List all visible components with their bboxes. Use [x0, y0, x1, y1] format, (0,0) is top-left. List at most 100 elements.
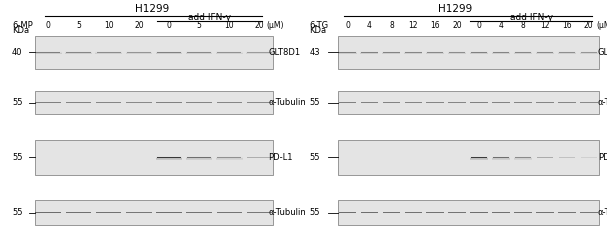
Text: H1299: H1299	[135, 4, 169, 14]
Bar	[248, 158, 271, 159]
Bar	[361, 53, 379, 54]
Bar	[97, 51, 121, 52]
Bar	[217, 158, 242, 159]
Text: (μM): (μM)	[597, 21, 607, 30]
Bar	[217, 156, 242, 157]
Text: add IFN-γ: add IFN-γ	[188, 13, 231, 22]
Text: 55: 55	[310, 98, 320, 107]
Bar	[382, 52, 401, 53]
Bar	[492, 155, 510, 156]
Bar	[471, 51, 487, 52]
Bar	[514, 155, 532, 156]
Bar	[157, 51, 181, 52]
Bar	[470, 157, 488, 158]
Bar	[246, 51, 273, 52]
Bar	[339, 52, 356, 53]
Bar	[65, 52, 92, 53]
Bar	[404, 52, 422, 53]
Bar	[156, 50, 182, 51]
Bar	[35, 36, 273, 69]
Text: 16: 16	[430, 21, 440, 30]
Bar	[382, 50, 401, 51]
Bar	[470, 51, 488, 52]
Bar	[216, 156, 243, 157]
Bar	[492, 53, 510, 54]
Bar	[471, 51, 487, 52]
Bar	[537, 51, 553, 52]
Bar	[246, 50, 273, 51]
Bar	[470, 155, 488, 156]
Bar	[492, 157, 510, 158]
Bar	[492, 159, 510, 160]
Bar	[216, 52, 243, 53]
Text: 55: 55	[12, 153, 22, 162]
Bar	[337, 91, 599, 114]
Bar	[187, 51, 211, 52]
Bar	[66, 51, 90, 52]
Bar	[471, 156, 487, 157]
Text: PD-L1: PD-L1	[598, 153, 607, 162]
Bar	[558, 53, 576, 54]
Bar	[470, 52, 488, 53]
Bar	[426, 53, 444, 54]
Bar	[558, 52, 576, 53]
Bar	[514, 156, 532, 157]
Bar	[405, 51, 421, 52]
Bar	[449, 51, 466, 52]
Text: PD-L1: PD-L1	[268, 153, 293, 162]
Text: 8: 8	[389, 21, 394, 30]
Text: 12: 12	[540, 21, 550, 30]
Bar	[448, 51, 466, 52]
Bar	[536, 50, 554, 51]
Text: 0: 0	[345, 21, 350, 30]
Text: 55: 55	[12, 208, 22, 217]
Bar	[515, 158, 531, 159]
Bar	[35, 53, 61, 54]
Bar	[248, 156, 271, 157]
Bar	[156, 53, 182, 54]
Bar	[216, 157, 243, 158]
Bar	[156, 158, 182, 159]
Text: 16: 16	[562, 21, 572, 30]
Bar	[216, 155, 243, 156]
Bar	[580, 53, 598, 54]
Bar	[449, 52, 466, 53]
Text: (μM): (μM)	[267, 21, 284, 30]
Bar	[558, 158, 575, 159]
Bar	[492, 52, 510, 53]
Bar	[35, 50, 61, 51]
Bar	[65, 51, 92, 52]
Text: 4: 4	[498, 21, 503, 30]
Bar	[493, 157, 509, 158]
Bar	[156, 51, 182, 52]
Bar	[427, 51, 444, 52]
Bar	[156, 155, 182, 156]
Bar	[426, 50, 444, 51]
Bar	[514, 157, 532, 158]
Bar	[493, 51, 509, 52]
Bar	[186, 158, 212, 159]
Text: KDa: KDa	[12, 26, 29, 35]
Bar	[470, 50, 488, 51]
Bar	[65, 50, 92, 51]
Bar	[339, 52, 356, 53]
Text: GLT8D1: GLT8D1	[598, 48, 607, 57]
Bar	[217, 51, 242, 52]
Bar	[216, 53, 243, 54]
Bar	[493, 158, 509, 159]
Bar	[127, 51, 151, 52]
Text: H1299: H1299	[438, 4, 472, 14]
Bar	[217, 51, 242, 52]
Bar	[470, 53, 488, 54]
Text: α-Tubulin: α-Tubulin	[268, 98, 306, 107]
Bar	[186, 158, 212, 159]
Bar	[186, 50, 212, 51]
Bar	[427, 52, 444, 53]
Bar	[514, 159, 532, 160]
Bar	[216, 159, 243, 160]
Bar	[470, 158, 488, 159]
Bar	[95, 50, 122, 51]
Bar	[126, 50, 152, 51]
Bar	[36, 51, 60, 52]
Text: 12: 12	[409, 21, 418, 30]
